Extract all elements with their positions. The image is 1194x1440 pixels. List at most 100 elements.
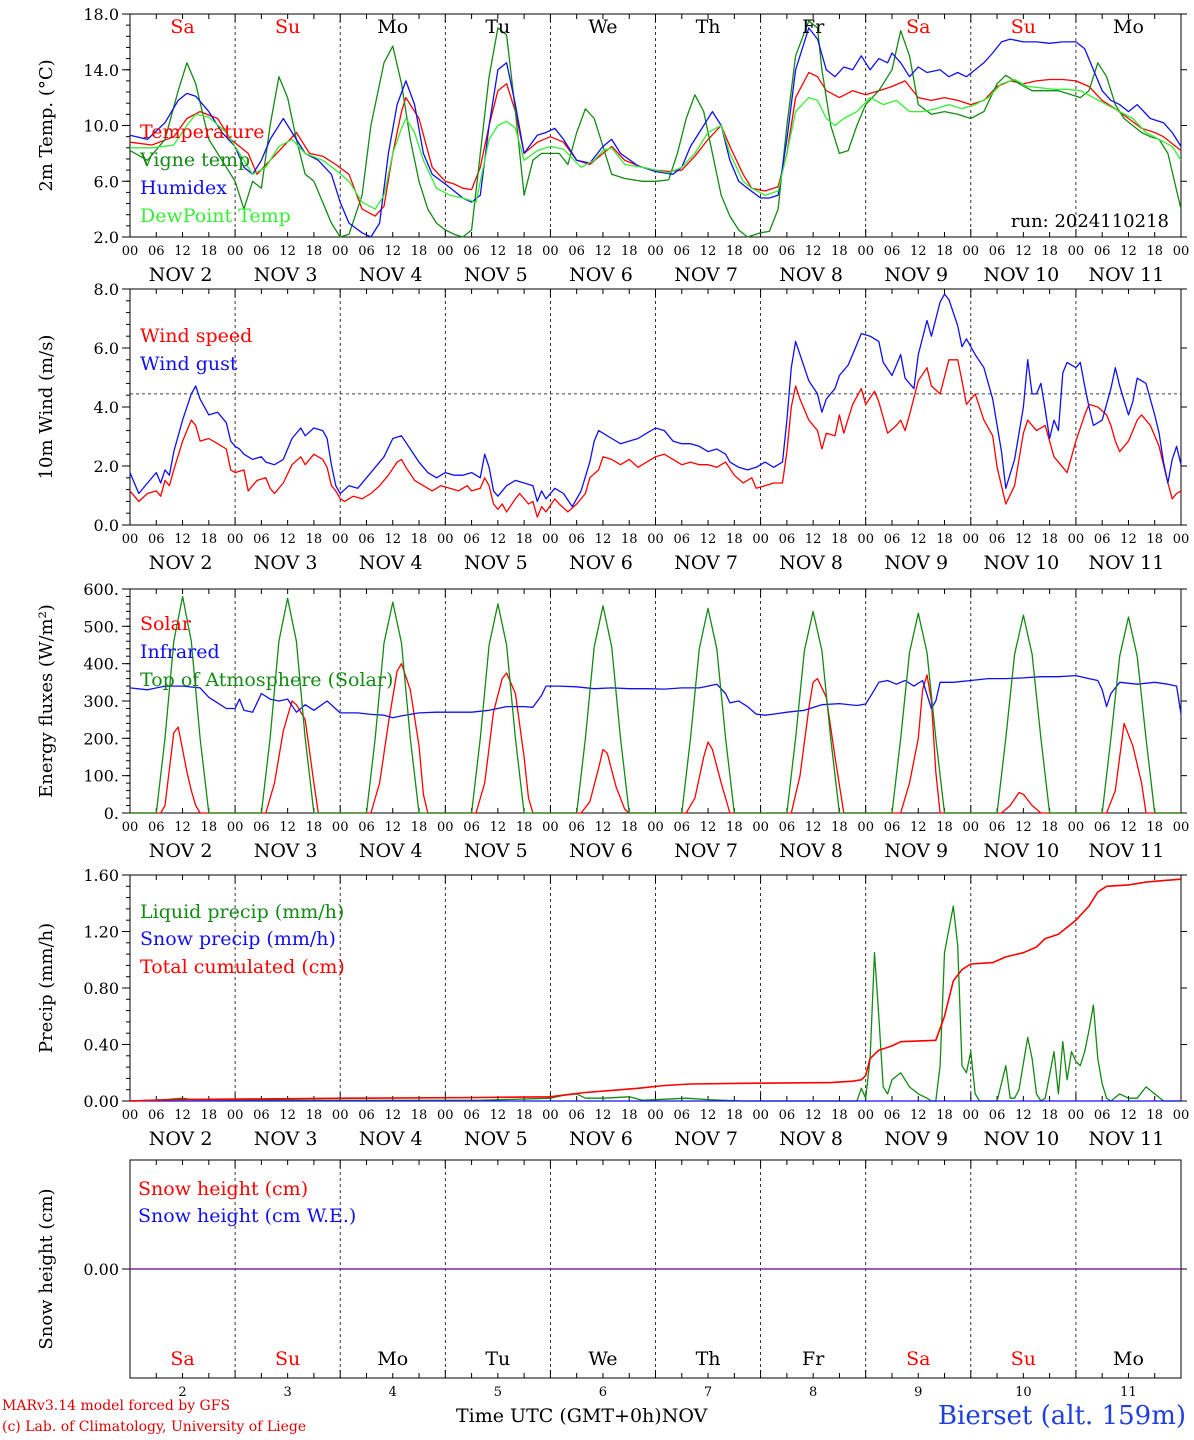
x-date-label: NOV 11 bbox=[1089, 840, 1165, 862]
weekday-label: Sa bbox=[906, 16, 930, 38]
x-hour-label: 18 bbox=[411, 532, 428, 547]
weekday-label: We bbox=[588, 16, 617, 38]
weekday-label: Th bbox=[696, 1348, 721, 1370]
legend-entry: Solar bbox=[140, 613, 192, 635]
x-hour-label: 06 bbox=[989, 1108, 1006, 1123]
x-hour-label: 18 bbox=[516, 820, 533, 835]
x-date-label: NOV 2 bbox=[149, 1128, 213, 1150]
y-axis-label: Precip (mm/h) bbox=[36, 923, 57, 1053]
x-date-label: NOV 5 bbox=[464, 1128, 528, 1150]
x-hour-label: 06 bbox=[358, 244, 375, 259]
legend-entry: DewPoint Temp bbox=[140, 205, 291, 227]
y-axis-label: 10m Wind (m/s) bbox=[36, 335, 57, 480]
weekday-label: Fr bbox=[802, 16, 825, 38]
x-hour-label: 00 bbox=[1173, 244, 1190, 259]
y-tick-label: 18.0 bbox=[83, 5, 119, 24]
lab-credit: (c) Lab. of Climatology, University of L… bbox=[2, 1419, 307, 1435]
y-tick-label: 1.60 bbox=[83, 866, 119, 885]
x-hour-label: 00 bbox=[1173, 532, 1190, 547]
y-tick-label: 300. bbox=[83, 692, 119, 711]
x-hour-label: 06 bbox=[674, 532, 691, 547]
x-hour-label: 00 bbox=[1068, 244, 1085, 259]
legend-entry: Total cumulated (cm) bbox=[140, 956, 345, 978]
weekday-label: Mo bbox=[377, 1348, 408, 1370]
x-hour-label: 06 bbox=[989, 532, 1006, 547]
x-hour-label: 12 bbox=[490, 532, 507, 547]
y-tick-label: 0.80 bbox=[83, 979, 119, 998]
x-hour-label: 12 bbox=[1120, 1108, 1137, 1123]
x-hour-label: 12 bbox=[279, 532, 296, 547]
x-hour-label: 06 bbox=[674, 1108, 691, 1123]
x-hour-label: 00 bbox=[122, 244, 139, 259]
x-hour-label: 18 bbox=[306, 820, 323, 835]
time-axis-title: Time UTC (GMT+0h)NOV bbox=[456, 1405, 707, 1427]
x-hour-label: 06 bbox=[148, 820, 165, 835]
series-line-total-cumulated-cm- bbox=[129, 878, 1182, 1102]
model-credit: MARv3.14 model forced by GFS bbox=[2, 1398, 231, 1414]
y-tick-label: 400. bbox=[83, 655, 119, 674]
x-hour-label: 18 bbox=[411, 820, 428, 835]
month-label: NOV bbox=[661, 1405, 708, 1427]
x-date-label: NOV 10 bbox=[983, 1128, 1059, 1150]
x-hour-label: 00 bbox=[332, 820, 349, 835]
x-date-label: NOV 11 bbox=[1089, 264, 1165, 286]
station-title: Bierset (alt. 159m) bbox=[937, 1401, 1186, 1431]
weekday-label: Mo bbox=[1113, 1348, 1144, 1370]
legend-entry: Snow height (cm W.E.) bbox=[138, 1205, 356, 1227]
day-number-label: 6 bbox=[599, 1385, 607, 1400]
y-tick-label: 1.20 bbox=[83, 923, 119, 942]
x-hour-label: 12 bbox=[1120, 820, 1137, 835]
x-hour-label: 18 bbox=[936, 244, 953, 259]
legend-entry: Snow height (cm) bbox=[138, 1178, 308, 1200]
x-hour-label: 18 bbox=[411, 1108, 428, 1123]
x-hour-label: 18 bbox=[1146, 532, 1163, 547]
x-hour-label: 12 bbox=[384, 820, 401, 835]
x-date-label: NOV 4 bbox=[359, 264, 423, 286]
x-hour-label: 06 bbox=[358, 820, 375, 835]
x-hour-label: 06 bbox=[253, 532, 270, 547]
x-hour-label: 00 bbox=[963, 820, 980, 835]
x-date-label: NOV 9 bbox=[884, 264, 948, 286]
x-hour-label: 18 bbox=[936, 532, 953, 547]
x-hour-label: 18 bbox=[516, 1108, 533, 1123]
x-hour-label: 00 bbox=[1173, 820, 1190, 835]
x-hour-label: 00 bbox=[437, 532, 454, 547]
x-hour-label: 18 bbox=[411, 244, 428, 259]
x-hour-label: 00 bbox=[227, 244, 244, 259]
x-date-label: NOV 6 bbox=[569, 552, 633, 574]
x-hour-label: 18 bbox=[831, 532, 848, 547]
x-hour-label: 18 bbox=[726, 244, 743, 259]
x-hour-label: 18 bbox=[306, 532, 323, 547]
x-date-label: NOV 5 bbox=[464, 552, 528, 574]
x-hour-label: 06 bbox=[779, 532, 796, 547]
panel-2: 0.0 2.0 4.0 6.0 8.0 10m Wind (m/s) 00 06 12 18 00 0… bbox=[36, 280, 1189, 574]
x-hour-label: 12 bbox=[490, 244, 507, 259]
y-tick-label: 0.40 bbox=[83, 1036, 119, 1055]
x-hour-label: 06 bbox=[884, 820, 901, 835]
weekday-label: Th bbox=[696, 16, 721, 38]
x-hour-label: 06 bbox=[884, 532, 901, 547]
weekday-label: We bbox=[588, 1348, 617, 1370]
x-date-label: NOV 7 bbox=[674, 552, 738, 574]
x-date-label: NOV 7 bbox=[674, 840, 738, 862]
day-number-label: 10 bbox=[1015, 1385, 1032, 1400]
x-hour-label: 00 bbox=[963, 244, 980, 259]
x-hour-label: 00 bbox=[437, 244, 454, 259]
x-hour-label: 18 bbox=[831, 1108, 848, 1123]
legend-entry: Wind gust bbox=[140, 353, 238, 375]
y-tick-label: 8.0 bbox=[94, 280, 119, 299]
x-hour-label: 00 bbox=[647, 532, 664, 547]
x-hour-label: 06 bbox=[674, 820, 691, 835]
y-tick-label: 500. bbox=[83, 617, 119, 636]
x-hour-label: 12 bbox=[174, 820, 191, 835]
x-hour-label: 00 bbox=[647, 244, 664, 259]
x-hour-label: 12 bbox=[910, 1108, 927, 1123]
x-hour-label: 00 bbox=[963, 1108, 980, 1123]
x-hour-label: 00 bbox=[542, 532, 559, 547]
x-hour-label: 18 bbox=[516, 244, 533, 259]
day-number-label: 3 bbox=[284, 1385, 292, 1400]
x-date-label: NOV 5 bbox=[464, 264, 528, 286]
series-line-humidex bbox=[129, 27, 1182, 238]
x-hour-label: 12 bbox=[1015, 1108, 1032, 1123]
x-hour-label: 06 bbox=[148, 1108, 165, 1123]
